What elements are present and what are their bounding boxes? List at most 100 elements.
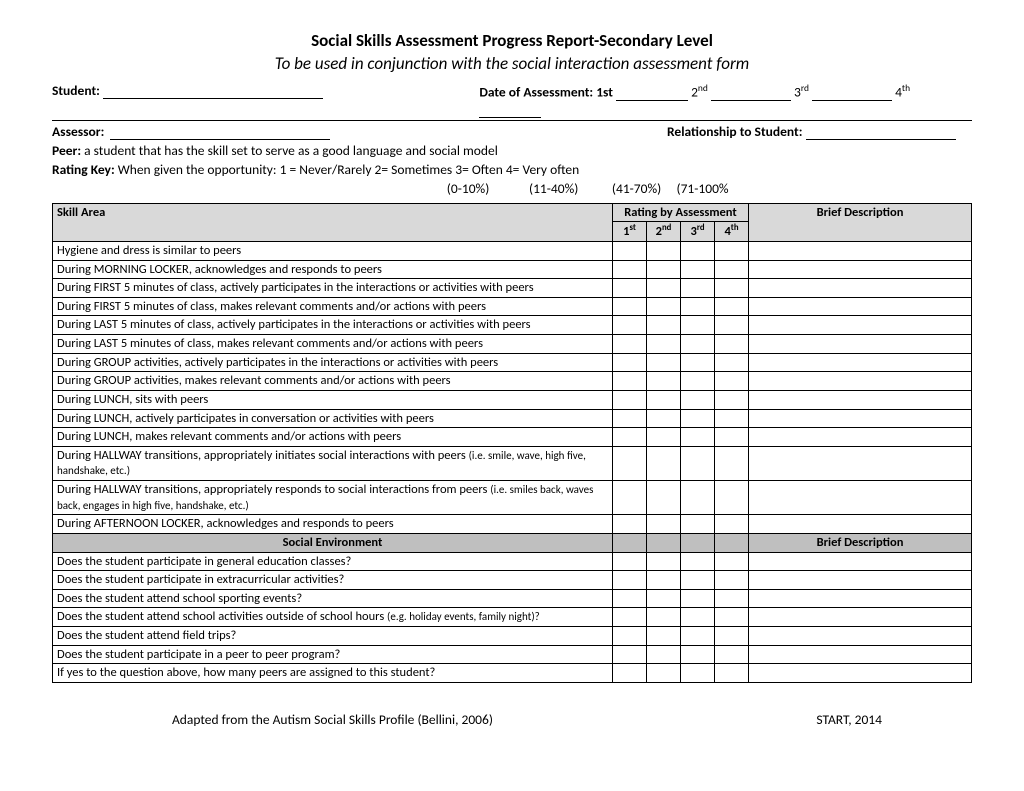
rating-cell[interactable] [647, 279, 681, 298]
rating-cell[interactable] [613, 446, 647, 480]
rating-cell[interactable] [647, 409, 681, 428]
desc-cell[interactable] [749, 571, 972, 590]
desc-cell[interactable] [749, 335, 972, 354]
rating-cell[interactable] [647, 645, 681, 664]
rating-cell[interactable] [681, 664, 715, 683]
rating-cell[interactable] [647, 608, 681, 627]
relationship-blank[interactable] [806, 126, 956, 140]
rating-cell[interactable] [613, 608, 647, 627]
desc-cell[interactable] [749, 297, 972, 316]
rating-cell[interactable] [613, 372, 647, 391]
rating-cell[interactable] [681, 428, 715, 447]
rating-cell[interactable] [681, 390, 715, 409]
rating-cell[interactable] [681, 571, 715, 590]
rating-cell[interactable] [647, 428, 681, 447]
desc-cell[interactable] [749, 316, 972, 335]
rating-cell[interactable] [715, 390, 749, 409]
rating-cell[interactable] [647, 260, 681, 279]
rating-cell[interactable] [647, 335, 681, 354]
student-blank[interactable] [103, 85, 323, 99]
rating-cell[interactable] [613, 390, 647, 409]
rating-cell[interactable] [613, 515, 647, 534]
rating-cell[interactable] [715, 571, 749, 590]
rating-cell[interactable] [715, 627, 749, 646]
rating-cell[interactable] [715, 279, 749, 298]
date3-blank[interactable] [812, 87, 892, 101]
rating-cell[interactable] [715, 316, 749, 335]
desc-cell[interactable] [749, 409, 972, 428]
rating-cell[interactable] [647, 372, 681, 391]
rating-cell[interactable] [681, 608, 715, 627]
rating-cell[interactable] [715, 428, 749, 447]
rating-cell[interactable] [681, 589, 715, 608]
date4-blank[interactable] [479, 104, 541, 118]
rating-cell[interactable] [715, 481, 749, 515]
desc-cell[interactable] [749, 627, 972, 646]
rating-cell[interactable] [715, 241, 749, 260]
desc-cell[interactable] [749, 241, 972, 260]
desc-cell[interactable] [749, 552, 972, 571]
desc-cell[interactable] [749, 515, 972, 534]
rating-cell[interactable] [613, 589, 647, 608]
rating-cell[interactable] [715, 645, 749, 664]
rating-cell[interactable] [647, 571, 681, 590]
rating-cell[interactable] [613, 335, 647, 354]
rating-cell[interactable] [681, 481, 715, 515]
rating-cell[interactable] [613, 664, 647, 683]
rating-cell[interactable] [613, 316, 647, 335]
rating-cell[interactable] [715, 297, 749, 316]
rating-cell[interactable] [613, 645, 647, 664]
rating-cell[interactable] [715, 260, 749, 279]
desc-cell[interactable] [749, 353, 972, 372]
desc-cell[interactable] [749, 481, 972, 515]
rating-cell[interactable] [681, 627, 715, 646]
rating-cell[interactable] [613, 297, 647, 316]
rating-cell[interactable] [613, 552, 647, 571]
rating-cell[interactable] [613, 409, 647, 428]
rating-cell[interactable] [613, 571, 647, 590]
rating-cell[interactable] [681, 372, 715, 391]
desc-cell[interactable] [749, 428, 972, 447]
rating-cell[interactable] [613, 627, 647, 646]
desc-cell[interactable] [749, 645, 972, 664]
rating-cell[interactable] [681, 552, 715, 571]
rating-cell[interactable] [715, 608, 749, 627]
rating-cell[interactable] [681, 241, 715, 260]
rating-cell[interactable] [681, 645, 715, 664]
rating-cell[interactable] [681, 446, 715, 480]
rating-cell[interactable] [613, 260, 647, 279]
rating-cell[interactable] [715, 589, 749, 608]
rating-cell[interactable] [715, 552, 749, 571]
rating-cell[interactable] [715, 409, 749, 428]
rating-cell[interactable] [681, 279, 715, 298]
rating-cell[interactable] [647, 241, 681, 260]
rating-cell[interactable] [613, 241, 647, 260]
rating-cell[interactable] [647, 664, 681, 683]
date1-blank[interactable] [616, 87, 688, 101]
rating-cell[interactable] [681, 297, 715, 316]
desc-cell[interactable] [749, 446, 972, 480]
rating-cell[interactable] [613, 279, 647, 298]
rating-cell[interactable] [715, 353, 749, 372]
rating-cell[interactable] [715, 515, 749, 534]
rating-cell[interactable] [647, 589, 681, 608]
rating-cell[interactable] [681, 409, 715, 428]
desc-cell[interactable] [749, 608, 972, 627]
rating-cell[interactable] [647, 390, 681, 409]
desc-cell[interactable] [749, 279, 972, 298]
rating-cell[interactable] [715, 446, 749, 480]
rating-cell[interactable] [681, 335, 715, 354]
rating-cell[interactable] [715, 664, 749, 683]
rating-cell[interactable] [715, 335, 749, 354]
rating-cell[interactable] [647, 481, 681, 515]
rating-cell[interactable] [647, 353, 681, 372]
rating-cell[interactable] [647, 627, 681, 646]
rating-cell[interactable] [681, 316, 715, 335]
rating-cell[interactable] [613, 481, 647, 515]
rating-cell[interactable] [647, 297, 681, 316]
rating-cell[interactable] [647, 552, 681, 571]
desc-cell[interactable] [749, 372, 972, 391]
rating-cell[interactable] [681, 353, 715, 372]
assessor-blank[interactable] [110, 126, 330, 140]
desc-cell[interactable] [749, 664, 972, 683]
